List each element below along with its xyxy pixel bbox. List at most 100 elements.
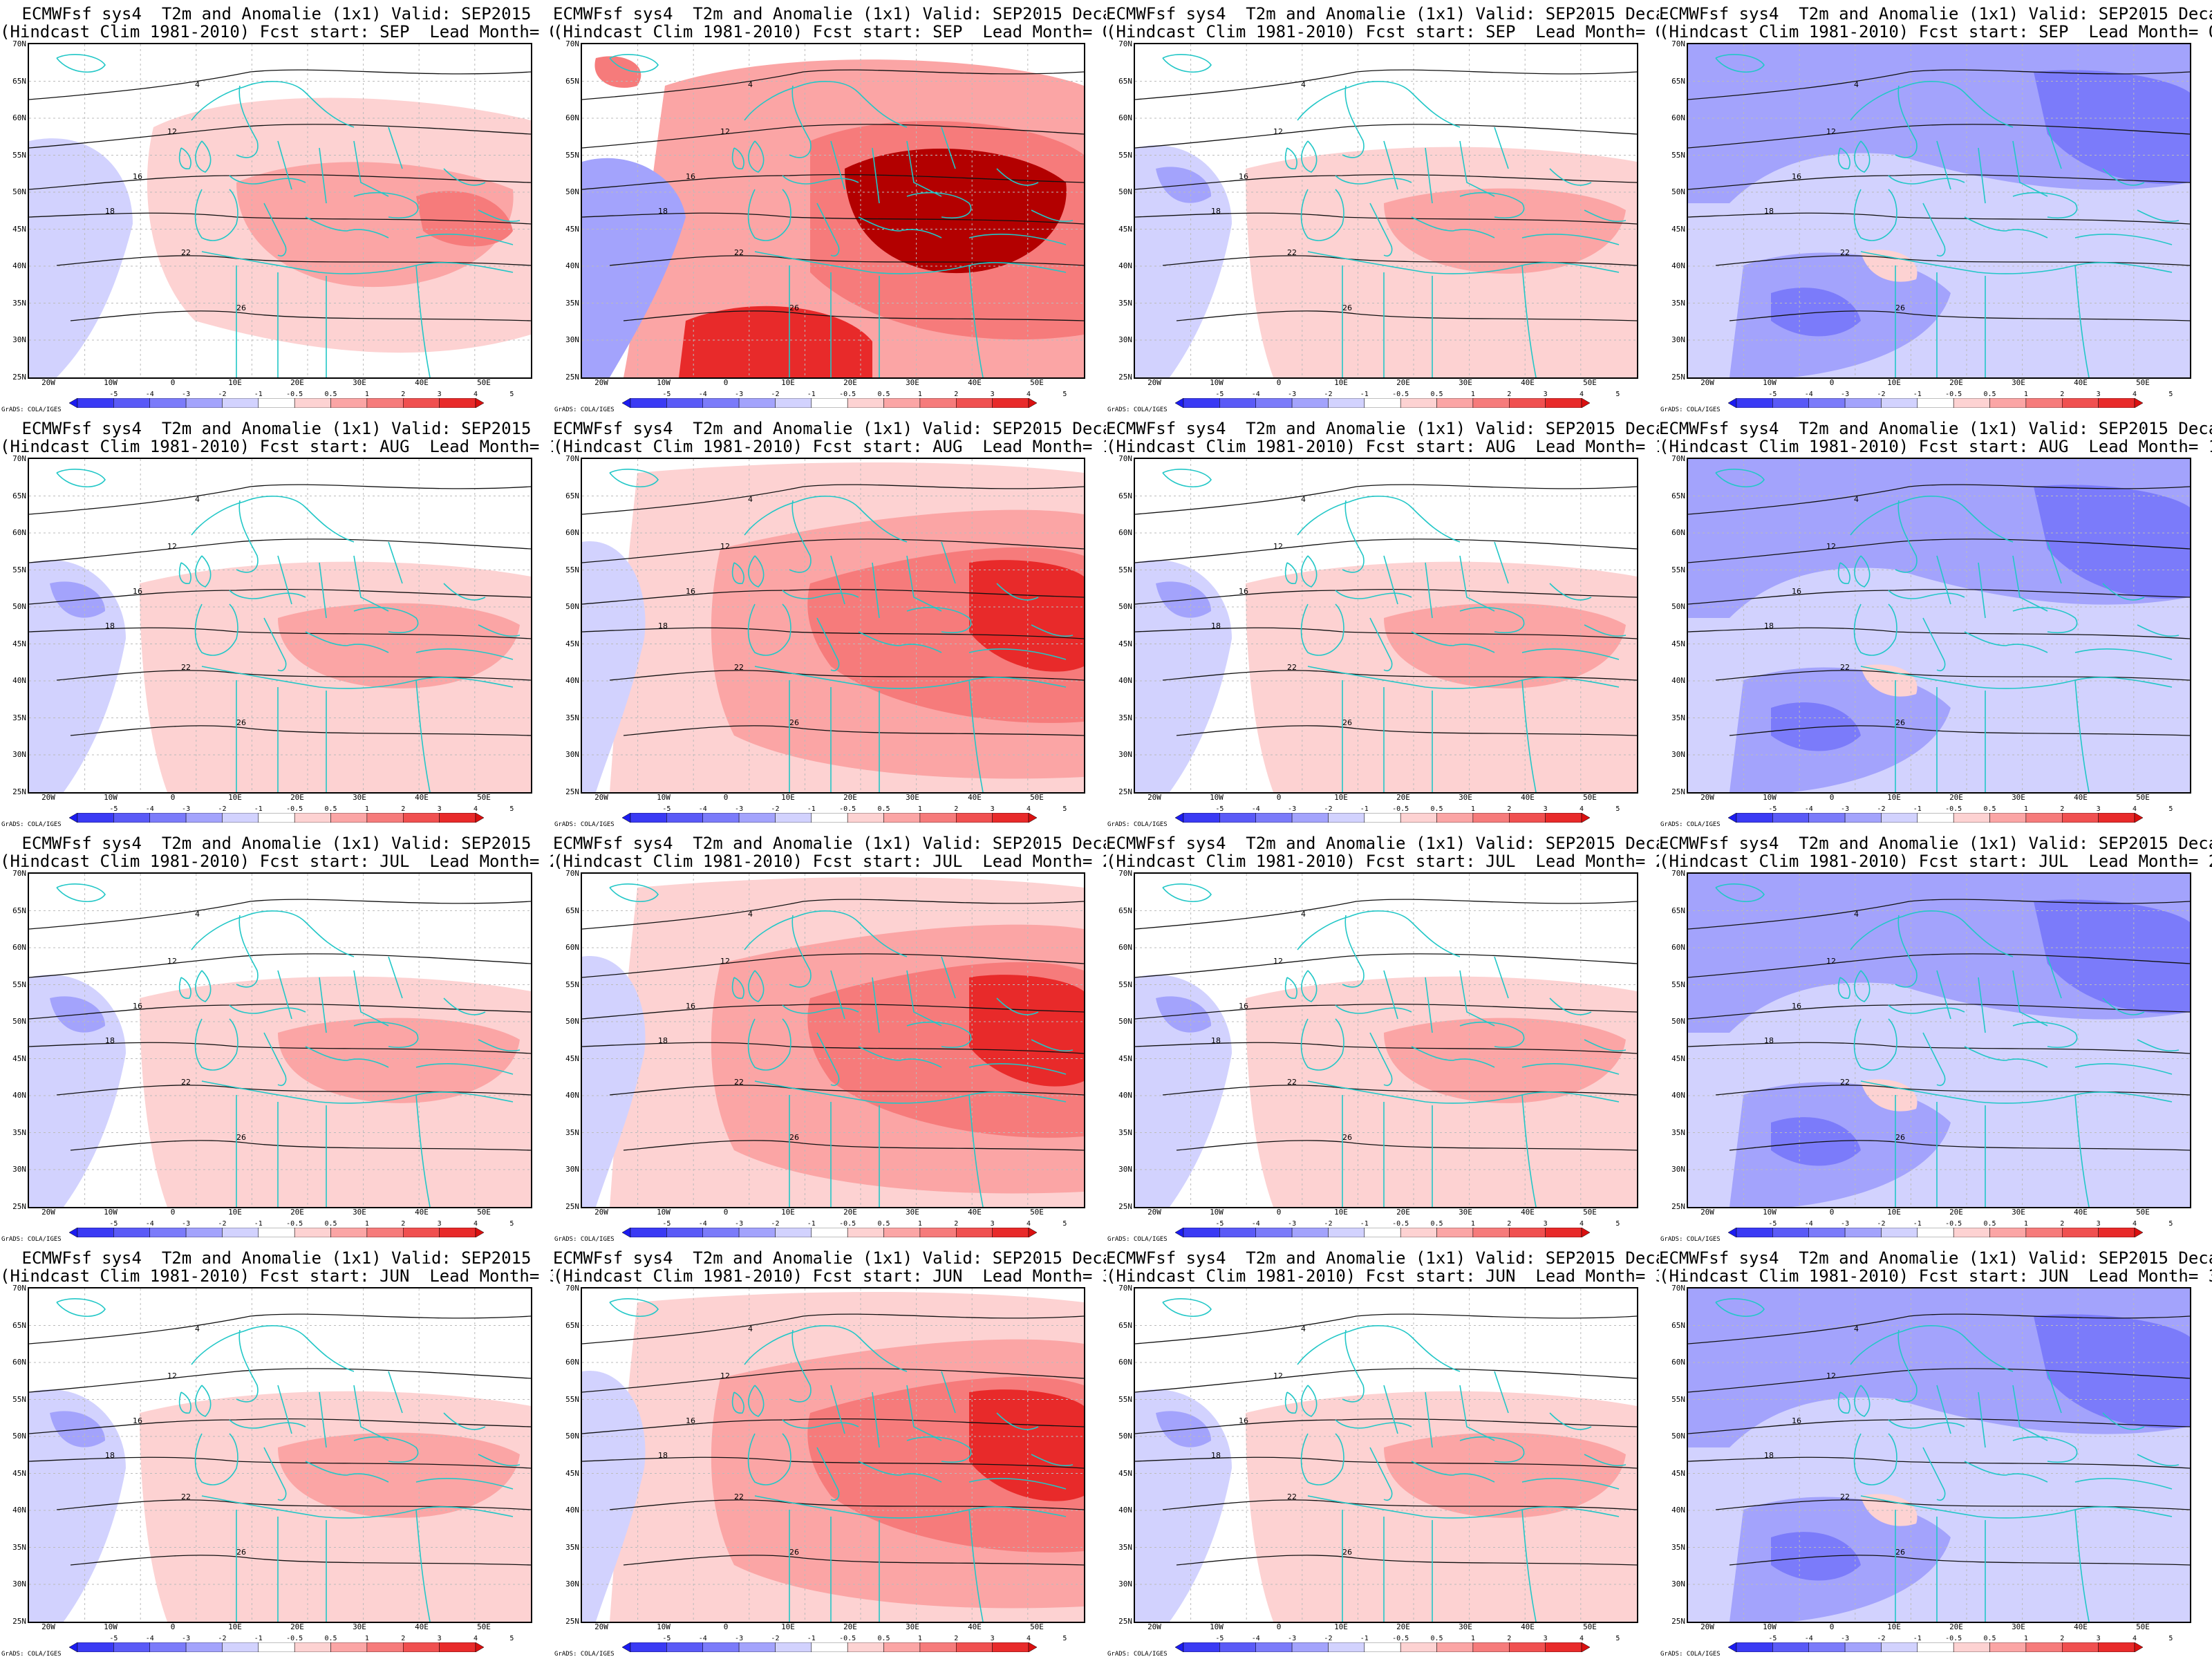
lat-tick-label: 55N xyxy=(12,980,26,989)
colorbar-swatch xyxy=(1728,813,1737,823)
coastline xyxy=(2012,140,2048,197)
coastline xyxy=(941,541,956,584)
contour-label: 18 xyxy=(1211,621,1221,630)
contour-label: 4 xyxy=(1854,910,1859,919)
lead-month: 2 xyxy=(1656,852,1659,871)
coastline xyxy=(1307,1080,1620,1104)
lat-tick-label: 65N xyxy=(12,76,26,86)
climatology-contour xyxy=(29,1368,531,1393)
coastline xyxy=(748,555,765,588)
lat-tick-label: 25N xyxy=(1671,1616,1685,1626)
lon-tick-label: 10E xyxy=(1887,1208,1901,1217)
lead-month: 0 xyxy=(550,22,553,41)
coastline xyxy=(1964,1461,2048,1483)
coastline xyxy=(968,1063,1067,1075)
coastline xyxy=(1307,1495,1620,1519)
coastline xyxy=(1297,81,1461,128)
lat-tick-label: 65N xyxy=(1118,1320,1132,1330)
model-title: ECMWFsf sys4 T2m and Anomalie (1x1) xyxy=(1659,834,2019,853)
climatology-contour xyxy=(1729,725,2190,736)
climatology-contour xyxy=(582,212,1084,225)
colorbar-swatch xyxy=(1545,398,1582,408)
lon-tick-label: 20W xyxy=(594,793,608,802)
panel-subtitle: (Hindcast Clim 1981-2010) Fcst start: AU… xyxy=(553,437,1106,456)
coastline xyxy=(1936,970,1951,1020)
colorbar-swatch xyxy=(1328,1642,1365,1652)
coastline xyxy=(816,1447,840,1501)
colorbar-tick-label: 3 xyxy=(1543,1635,1548,1642)
coastline xyxy=(1584,624,1627,637)
colorbar-tick-label: 1 xyxy=(917,805,922,813)
climatology-contour xyxy=(29,212,531,225)
colorbar-tick-label: 1 xyxy=(2023,1220,2028,1228)
lat-tick-label: 55N xyxy=(565,565,579,574)
coastline xyxy=(2074,1509,2090,1622)
coastline xyxy=(1335,590,1412,599)
lon-tick-label: 10E xyxy=(1334,1208,1348,1217)
colorbar-swatch xyxy=(1219,1642,1256,1652)
contour-label: 26 xyxy=(789,1133,799,1142)
lat-tick-label: 45N xyxy=(12,224,26,234)
colorbar-tick-label: 5 xyxy=(2168,1220,2173,1228)
colorbar-swatch xyxy=(883,398,921,408)
colorbar-swatch xyxy=(294,1228,331,1237)
colorbar-swatch xyxy=(185,1642,223,1652)
lon-tick-label: 50E xyxy=(1583,1622,1597,1631)
coastline xyxy=(1297,910,1461,957)
contour-label: 18 xyxy=(1764,621,1774,630)
lon-tick-label: 10E xyxy=(1334,1622,1348,1631)
coastline xyxy=(319,977,327,1033)
climatology-contour xyxy=(1135,953,1637,978)
contour-label: 4 xyxy=(748,80,753,89)
colorbar-swatch xyxy=(1364,1642,1401,1652)
coastline xyxy=(1284,562,1297,584)
colorbar xyxy=(1175,1642,1590,1652)
contour-label: 12 xyxy=(1826,1371,1836,1380)
colorbar-tick-label: -4 xyxy=(698,1635,707,1642)
coastline xyxy=(1162,1298,1212,1317)
colorbar-tick-label: -2 xyxy=(1877,1220,1886,1228)
anomaly-map: 4 12 16 18 22 26 xyxy=(1134,1287,1638,1623)
climatology-contour xyxy=(1688,212,2190,225)
colorbar-swatch xyxy=(2098,1228,2135,1237)
coastline xyxy=(388,126,403,169)
colorbar-tick-label: -3 xyxy=(182,1635,191,1642)
coastline xyxy=(1521,1509,1537,1622)
lat-tick-label: 40N xyxy=(1671,261,1685,270)
colorbar-tick-label: 2 xyxy=(401,1635,406,1642)
coastline xyxy=(968,1478,1067,1490)
lat-tick-label: 25N xyxy=(565,372,579,382)
colorbar-tick-label: 3 xyxy=(2096,805,2101,813)
colorbar-swatch xyxy=(1400,398,1437,408)
lon-tick-label: 30E xyxy=(2012,793,2025,802)
coastline xyxy=(1335,175,1412,185)
lead-month: 0 xyxy=(1103,22,1106,41)
colorbar-swatch xyxy=(1509,398,1546,408)
colorbar-tick-label: -3 xyxy=(1288,1220,1297,1228)
forecast-start-month: JUN xyxy=(379,1266,410,1286)
colorbar-swatch xyxy=(258,813,295,823)
colorbar-tick-label: -1 xyxy=(1913,391,1922,398)
climatology-contour xyxy=(1688,1456,2190,1469)
colorbar-swatch xyxy=(475,1642,484,1652)
lat-tick-label: 60N xyxy=(565,528,579,537)
coastline xyxy=(415,648,514,660)
colorbar-swatch xyxy=(1364,813,1401,823)
coastline xyxy=(1284,1391,1297,1414)
lat-tick-label: 45N xyxy=(565,639,579,648)
forecast-panel-r1-c3: ECMWFsf sys4 T2m and Anomalie (1x1) Vali… xyxy=(1659,415,2212,830)
lat-tick-label: 65N xyxy=(12,1320,26,1330)
coastline xyxy=(319,147,327,204)
colorbar-tick-label: -3 xyxy=(735,805,744,813)
coastline xyxy=(1494,1371,1509,1414)
contour-label: 26 xyxy=(1342,303,1352,312)
coastline xyxy=(1860,666,2173,689)
forecast-start-month: AUG xyxy=(1485,437,1516,456)
coastline xyxy=(2047,1371,2062,1414)
lon-tick-label: 0 xyxy=(1276,1622,1282,1631)
colorbar-tick-label: -0.5 xyxy=(839,391,856,398)
climatology-contour xyxy=(1688,1418,2190,1434)
colorbar-tick-label: 5 xyxy=(509,1220,514,1228)
colorbar-swatch xyxy=(1808,1642,1846,1652)
lat-tick-label: 45N xyxy=(1671,1468,1685,1478)
